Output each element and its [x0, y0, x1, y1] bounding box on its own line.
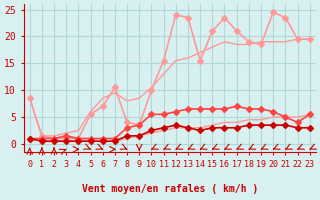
- X-axis label: Vent moyen/en rafales ( km/h ): Vent moyen/en rafales ( km/h ): [82, 184, 258, 194]
